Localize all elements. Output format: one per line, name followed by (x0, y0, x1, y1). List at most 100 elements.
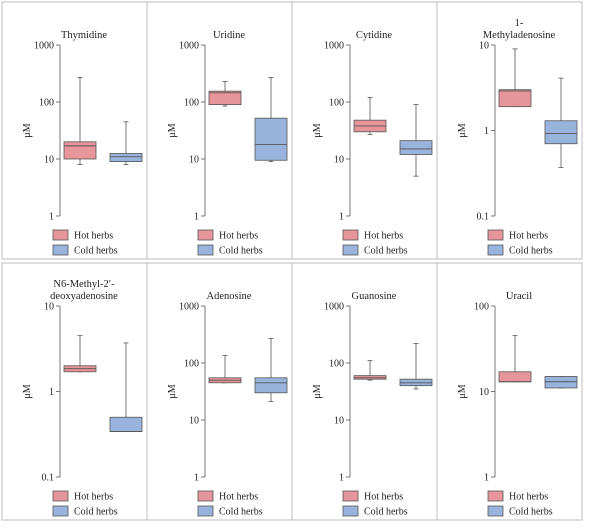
box-iqr (498, 89, 532, 108)
chart-title-line: Adenosine (207, 291, 252, 302)
cold-herbs-box (254, 77, 288, 163)
y-axis-label: μM (457, 123, 468, 137)
y-axis-label: μM (22, 384, 33, 398)
y-tick-label: 10 (334, 155, 344, 166)
legend-swatch-cold (487, 505, 504, 517)
cold-herbs-box (399, 104, 433, 177)
legend-swatch-hot (197, 490, 214, 502)
chart-title-line: Thymidine (61, 30, 107, 41)
y-tick-label: 1000 (34, 41, 54, 52)
legend-label-cold: Cold herbs (509, 246, 553, 257)
y-tick-label: 100 (474, 302, 489, 313)
box-iqr (399, 140, 433, 155)
y-tick-label: 0.1 (42, 473, 55, 484)
y-tick-label: 1000 (324, 302, 344, 313)
legend-swatch-cold (342, 505, 359, 517)
chart-title: Uridine (213, 30, 245, 41)
y-tick-label: 10 (189, 416, 199, 427)
y-axis-label: μM (167, 123, 178, 137)
panel-frame (436, 262, 583, 521)
legend-swatch-hot (52, 490, 69, 502)
y-tick-label: 10 (189, 155, 199, 166)
cold-herbs-box (109, 121, 143, 165)
cold-herbs-box (544, 376, 578, 389)
box-iqr (109, 416, 143, 432)
legend-label-hot: Hot herbs (364, 492, 403, 503)
legend-label-cold: Cold herbs (364, 246, 408, 257)
y-tick-label: 1 (339, 473, 344, 484)
cold-herbs-box (399, 343, 433, 390)
legend-label-cold: Cold herbs (219, 507, 263, 518)
cold-herbs-box (544, 77, 578, 168)
legend-swatch-hot (342, 490, 359, 502)
legend-label-cold: Cold herbs (364, 507, 408, 518)
box-iqr (254, 117, 288, 161)
panel-frame (436, 1, 583, 260)
y-tick-label: 100 (39, 98, 54, 109)
hot-herbs-box (498, 48, 532, 108)
y-tick-label: 10 (479, 387, 489, 398)
legend-label-hot: Hot herbs (219, 492, 258, 503)
y-tick-label: 1 (194, 212, 199, 223)
legend-label-hot: Hot herbs (509, 231, 548, 242)
chart-title-line: 1- (515, 18, 524, 29)
chart-panel: N6-Methyl-2′-deoxyadenosine 0.1 1 10 μM Hot h… (1, 262, 148, 521)
box-iqr (208, 90, 242, 106)
y-tick-label: 10 (44, 155, 54, 166)
y-tick-label: 100 (184, 359, 199, 370)
legend-label-hot: Hot herbs (74, 492, 113, 503)
y-tick-label: 1 (339, 212, 344, 223)
y-tick-label: 100 (184, 98, 199, 109)
y-tick-label: 1 (49, 212, 54, 223)
hot-herbs-box (353, 97, 387, 135)
chart-title: Guanosine (352, 291, 397, 302)
legend-label-cold: Cold herbs (219, 246, 263, 257)
y-tick-label: 1 (484, 126, 489, 137)
chart-title-line: N6-Methyl-2′- (53, 279, 115, 290)
legend-swatch-cold (197, 244, 214, 256)
box-iqr (254, 377, 288, 394)
chart-title-line: Guanosine (352, 291, 397, 302)
legend-label-cold: Cold herbs (509, 507, 553, 518)
legend-swatch-hot (52, 229, 69, 241)
chart-panel: Guanosine 1 10 100 1000 μM Hot herbs Cold herbs (291, 262, 438, 521)
chart-title-line: deoxyadenosine (50, 291, 118, 302)
chart-panel: Uridine 1 10 100 1000 μM Hot herbs Cold herbs (146, 1, 293, 260)
y-tick-label: 0.1 (477, 212, 490, 223)
box-iqr (498, 371, 532, 383)
chart-title-line: Uracil (506, 291, 532, 302)
y-tick-label: 1000 (179, 41, 199, 52)
y-tick-label: 10 (44, 302, 54, 313)
chart-panel: Uracil 1 10 100 μM Hot herbs Cold herbs (436, 262, 583, 521)
y-axis-label: μM (167, 384, 178, 398)
legend-swatch-hot (197, 229, 214, 241)
legend-swatch-cold (487, 244, 504, 256)
box-iqr (544, 120, 578, 145)
chart-title-line: Cytidine (356, 30, 393, 41)
y-tick-label: 1 (49, 387, 54, 398)
chart-title-line: Methyladenosine (483, 30, 556, 41)
y-axis-label: μM (22, 123, 33, 137)
y-tick-label: 10 (334, 416, 344, 427)
legend-label-cold: Cold herbs (74, 246, 118, 257)
y-tick-label: 1000 (179, 302, 199, 313)
legend-swatch-hot (342, 229, 359, 241)
legend-label-hot: Hot herbs (219, 231, 258, 242)
hot-herbs-box (63, 335, 97, 373)
cold-herbs-box (254, 338, 288, 403)
chart-panel: Cytidine 1 10 100 1000 μM Hot herbs Cold herbs (291, 1, 438, 260)
legend-swatch-hot (487, 229, 504, 241)
box-iqr (109, 153, 143, 163)
chart-panel: Adenosine 1 10 100 1000 μM Hot herbs Cold herbs (146, 262, 293, 521)
box-iqr (63, 141, 97, 160)
chart-title-line: Uridine (213, 30, 245, 41)
y-axis-label: μM (457, 384, 468, 398)
legend-swatch-cold (52, 505, 69, 517)
hot-herbs-box (498, 335, 532, 383)
hot-herbs-box (208, 80, 242, 107)
cold-herbs-box (109, 342, 143, 433)
legend-swatch-cold (197, 505, 214, 517)
y-tick-label: 1000 (324, 41, 344, 52)
